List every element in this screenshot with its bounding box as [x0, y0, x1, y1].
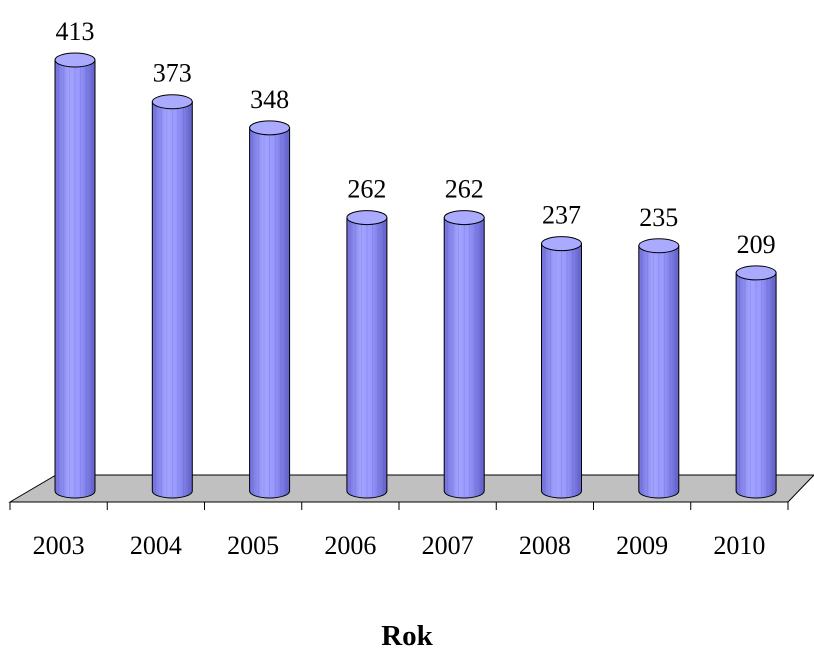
x-tick-label: 2007: [422, 531, 474, 560]
chart-floor: [10, 475, 814, 502]
x-tick-label: 2003: [33, 531, 85, 560]
bar: [444, 211, 484, 498]
x-axis-title: Rok: [0, 622, 814, 651]
data-label: 348: [250, 85, 289, 114]
x-tick-label: 2004: [130, 531, 182, 560]
data-label: 373: [153, 59, 192, 88]
bar: [347, 211, 387, 498]
bar: [250, 121, 290, 498]
data-label: 209: [737, 230, 776, 259]
bar: [542, 237, 582, 498]
x-tick-label: 2010: [713, 531, 765, 560]
x-tick-label: 2006: [324, 531, 376, 560]
data-label: 235: [639, 203, 678, 232]
chart-floor-group: [10, 475, 814, 502]
data-label: 262: [347, 175, 386, 204]
x-tick-labels-group: 2003 2004 2005 2006 2007 2008 2009 2010: [33, 531, 766, 560]
x-tick-label: 2005: [227, 531, 279, 560]
data-label: 262: [445, 175, 484, 204]
bar: [736, 266, 776, 498]
x-tick-label: 2008: [519, 531, 571, 560]
x-axis: [10, 502, 788, 510]
bar: [639, 239, 679, 498]
x-tick-label: 2009: [616, 531, 668, 560]
bar: [55, 53, 95, 498]
data-label: 413: [56, 17, 95, 46]
data-label: 237: [542, 201, 581, 230]
bars-group: [55, 53, 776, 498]
bar: [152, 95, 192, 498]
